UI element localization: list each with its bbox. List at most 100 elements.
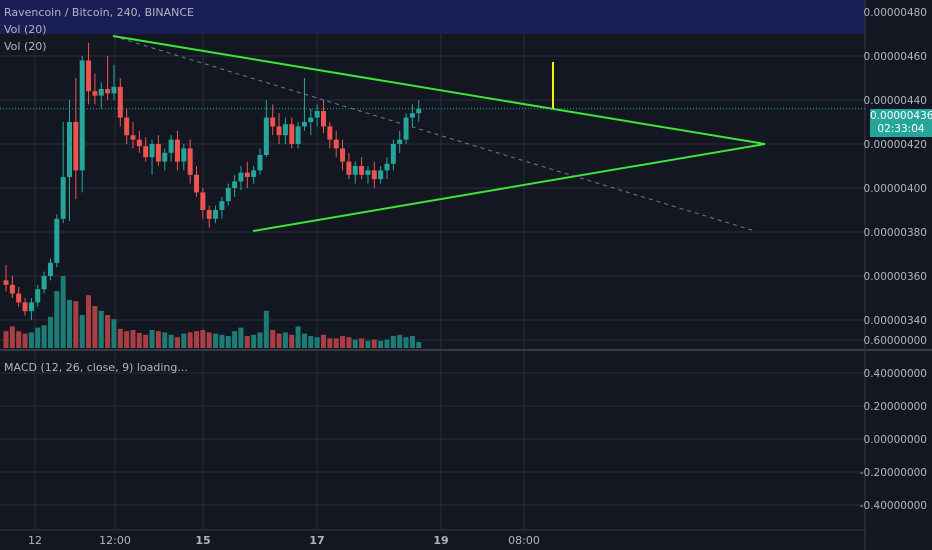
candle-body bbox=[60, 177, 66, 219]
volume-bar bbox=[60, 276, 66, 348]
candle-body bbox=[168, 139, 174, 153]
candle-body bbox=[289, 124, 295, 144]
candle-body bbox=[276, 126, 282, 136]
candle-body bbox=[238, 172, 244, 182]
candle-body bbox=[22, 302, 28, 312]
volume-bar bbox=[181, 333, 187, 348]
candle-body bbox=[301, 122, 307, 127]
volume-bar bbox=[232, 331, 238, 348]
volume-bar bbox=[308, 336, 314, 348]
y-tick-label: 0.00000360 bbox=[864, 271, 927, 283]
volume-bar bbox=[149, 330, 155, 348]
volume-bar bbox=[327, 338, 333, 348]
candle-body bbox=[206, 210, 212, 219]
candle-body bbox=[244, 172, 250, 177]
volume-bar bbox=[206, 332, 212, 348]
volume-bar bbox=[105, 315, 111, 348]
candle-body bbox=[251, 170, 257, 177]
candle-body bbox=[282, 124, 288, 136]
candle-body bbox=[257, 155, 263, 171]
candle-body bbox=[47, 262, 53, 276]
candle-body bbox=[225, 188, 231, 202]
volume-bar bbox=[162, 332, 168, 348]
macd-legend[interactable]: MACD (12, 26, close, 9) loading... bbox=[4, 361, 188, 374]
volume-bar bbox=[47, 316, 53, 348]
volume-bar bbox=[124, 331, 130, 348]
candle-body bbox=[346, 161, 352, 175]
volume-bars bbox=[3, 276, 422, 348]
candle-body bbox=[365, 170, 371, 175]
candle-body bbox=[136, 139, 142, 147]
macd-y-tick-label: -0.40000000 bbox=[860, 500, 927, 512]
volume-bar bbox=[117, 328, 123, 348]
y-tick-label: 0.00000460 bbox=[864, 51, 927, 63]
volume-bar bbox=[168, 334, 174, 348]
candle-body bbox=[194, 174, 199, 193]
volume-bar bbox=[270, 330, 276, 348]
candle-body bbox=[41, 276, 47, 290]
volume-bar bbox=[194, 331, 199, 348]
candle-body bbox=[270, 117, 276, 127]
candle-body bbox=[73, 122, 79, 171]
volume-bar bbox=[16, 331, 22, 348]
macd-y-tick-label: 0.60000000 bbox=[864, 335, 927, 347]
volume-bar bbox=[314, 337, 320, 348]
candle-body bbox=[263, 117, 269, 155]
x-tick-label: 08:00 bbox=[508, 534, 540, 547]
candle-body bbox=[111, 86, 117, 94]
x-tick-label: 12:00 bbox=[99, 534, 131, 547]
volume-bar bbox=[98, 310, 104, 348]
volume-bar bbox=[54, 291, 60, 348]
volume-bar bbox=[92, 306, 98, 348]
volume-bar bbox=[238, 327, 244, 348]
volume-bar bbox=[225, 336, 231, 348]
volume-bar bbox=[346, 337, 352, 348]
y-tick-label: 0.00000400 bbox=[864, 183, 927, 195]
volume-bar bbox=[352, 339, 358, 348]
candle-body bbox=[352, 166, 358, 175]
macd-y-tick-label: 0.40000000 bbox=[864, 368, 927, 380]
candle-body bbox=[105, 89, 111, 94]
candle-body bbox=[219, 201, 225, 210]
candle-body bbox=[403, 117, 409, 140]
candle-body bbox=[67, 122, 72, 177]
volume-bar bbox=[67, 300, 72, 348]
volume-bar bbox=[79, 315, 85, 348]
candle-body bbox=[327, 126, 333, 140]
volume-bar bbox=[213, 333, 219, 348]
volume-bar bbox=[378, 340, 384, 348]
volume-bar bbox=[321, 334, 326, 348]
volume-bar bbox=[276, 333, 282, 348]
candle-body bbox=[86, 60, 92, 92]
volume-bar bbox=[35, 327, 41, 348]
volume-bar bbox=[187, 332, 193, 348]
candle-body bbox=[200, 192, 206, 210]
candle-body bbox=[378, 170, 384, 180]
volume-bar bbox=[263, 310, 269, 348]
candle-body bbox=[98, 89, 104, 96]
candle-body bbox=[232, 181, 238, 188]
volume-bar bbox=[136, 333, 142, 348]
candle-body bbox=[3, 280, 9, 285]
macd-y-tick-label: 0.20000000 bbox=[864, 401, 927, 413]
volume-bar bbox=[333, 338, 339, 348]
indicator-legend-vol[interactable]: Vol (20) bbox=[4, 40, 47, 53]
indicator-legend-vol[interactable]: Vol (20) bbox=[4, 23, 47, 36]
candle-body bbox=[308, 117, 314, 122]
candle-body bbox=[124, 117, 130, 136]
candles bbox=[3, 42, 422, 320]
candle-body bbox=[143, 146, 149, 158]
volume-bar bbox=[301, 333, 307, 348]
macd-y-tick-label: 0.00000000 bbox=[864, 434, 927, 446]
volume-bar bbox=[371, 339, 377, 348]
candle-body bbox=[314, 111, 320, 118]
candle-body bbox=[213, 210, 219, 219]
candle-body bbox=[371, 170, 377, 180]
candle-body bbox=[155, 144, 161, 162]
candle-body bbox=[416, 108, 422, 114]
volume-bar bbox=[9, 326, 15, 348]
volume-bar bbox=[359, 338, 365, 348]
